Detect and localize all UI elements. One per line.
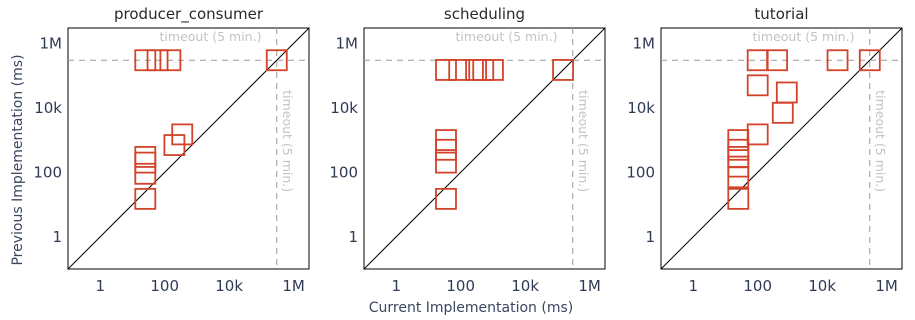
data-point	[163, 134, 186, 156]
timeout-label-horizontal: timeout (5 min.)	[160, 29, 262, 44]
x-tick-label: 10k	[808, 277, 836, 295]
y-tick-label: 10k	[627, 99, 655, 117]
y-tick-label: 100	[329, 163, 358, 181]
diagonal-line	[67, 27, 310, 270]
x-axis-label: Current Implementation (ms)	[369, 300, 574, 316]
data-point	[727, 187, 750, 210]
diagonal-line	[363, 27, 606, 270]
data-point	[435, 59, 457, 81]
y-tick-label: 1	[348, 228, 358, 246]
y-tick-label: 1M	[336, 34, 359, 52]
y-tick-label: 10k	[330, 99, 358, 117]
x-tick-label: 1M	[875, 277, 898, 295]
data-point	[435, 138, 457, 161]
panel-title: producer_consumer	[114, 5, 264, 24]
data-point	[134, 151, 157, 174]
plot-frame	[363, 27, 606, 270]
y-tick-label: 10k	[34, 99, 62, 117]
plot-frame	[67, 27, 310, 270]
timeout-label-horizontal: timeout (5 min.)	[753, 29, 855, 44]
y-tick-label: 1	[52, 228, 62, 246]
timeout-label-vertical: timeout (5 min.)	[576, 90, 591, 192]
panel-0: timeout (5 min.) timeout (5 min.) 1 1 100 100…	[33, 5, 310, 295]
diagonal-line	[660, 27, 903, 270]
data-point	[746, 74, 769, 97]
data-point	[134, 49, 157, 72]
panel-title: tutorial	[754, 5, 808, 23]
data-point	[448, 59, 471, 81]
y-tick-label: 1M	[40, 34, 63, 52]
timeout-label-horizontal: timeout (5 min.)	[456, 29, 558, 44]
panel-title: scheduling	[444, 5, 525, 23]
data-point	[134, 187, 157, 210]
data-point	[146, 49, 169, 72]
panel-1: timeout (5 min.) timeout (5 min.) 1 1 100 100…	[329, 5, 606, 295]
panel-2: timeout (5 min.) timeout (5 min.) 1 1 100 100…	[626, 5, 903, 295]
data-point	[435, 187, 457, 210]
data-point	[771, 101, 794, 124]
x-tick-label: 1M	[282, 277, 305, 295]
timeout-label-vertical: timeout (5 min.)	[873, 90, 888, 192]
data-point	[159, 49, 182, 72]
x-tick-label: 100	[446, 277, 475, 295]
data-point	[766, 49, 789, 72]
x-tick-label: 1M	[578, 277, 601, 295]
timeout-label-vertical: timeout (5 min.)	[280, 90, 295, 192]
y-tick-label: 100	[626, 163, 655, 181]
x-tick-label: 10k	[511, 277, 539, 295]
data-point	[746, 123, 769, 146]
data-point	[775, 81, 798, 104]
plot-frame	[660, 27, 903, 270]
x-tick-label: 100	[743, 277, 772, 295]
x-tick-label: 10k	[215, 277, 243, 295]
x-tick-label: 1	[95, 277, 105, 295]
data-point	[482, 59, 504, 81]
data-point	[265, 49, 288, 72]
y-axis-label: Previous Implementation (ms)	[10, 54, 26, 265]
data-point	[435, 151, 457, 174]
data-point	[858, 49, 881, 72]
x-tick-label: 1	[688, 277, 698, 295]
data-point	[134, 162, 157, 185]
data-point	[552, 59, 574, 81]
data-point	[826, 49, 849, 72]
x-tick-label: 100	[150, 277, 179, 295]
x-tick-label: 1	[391, 277, 401, 295]
y-tick-label: 1	[645, 228, 655, 246]
y-tick-label: 100	[33, 163, 62, 181]
data-point	[727, 166, 750, 189]
y-tick-label: 1M	[633, 34, 656, 52]
